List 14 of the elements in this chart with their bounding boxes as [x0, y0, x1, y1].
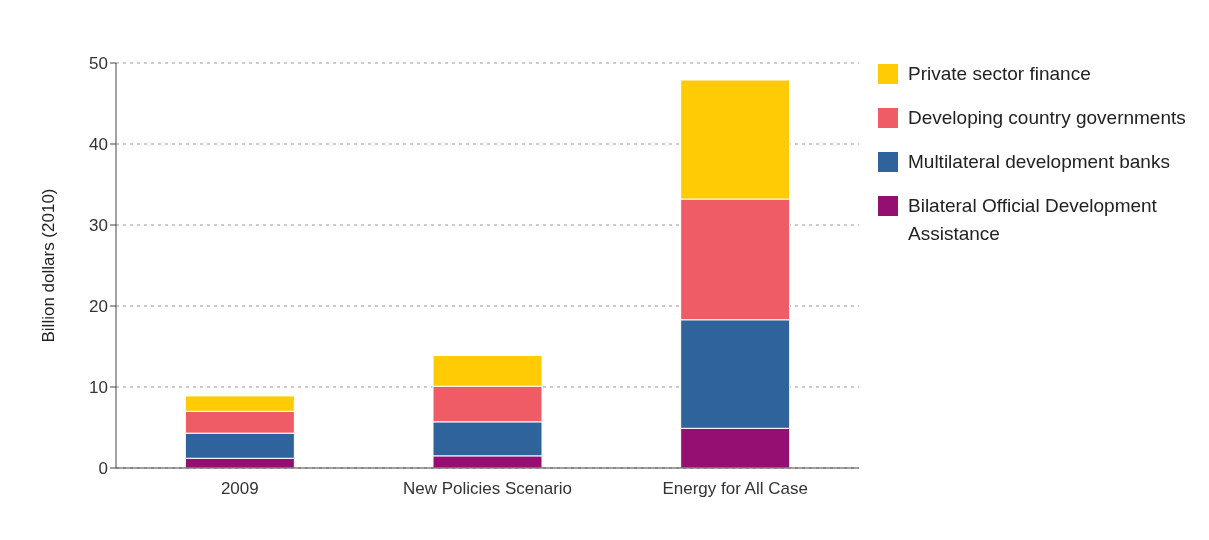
- y-tick-label: 40: [89, 135, 108, 155]
- x-tick-label: Energy for All Case: [662, 479, 808, 499]
- legend-label: Developing country governments: [908, 106, 1186, 130]
- legend-label: Bilateral Official Development Assistance: [908, 194, 1158, 246]
- y-tick-label: 10: [89, 378, 108, 398]
- y-tick-label: 50: [89, 54, 108, 74]
- y-tick-label: 30: [89, 216, 108, 236]
- y-axis-title: Billion dollars (2010): [39, 188, 59, 343]
- legend-label: Multilateral development banks: [908, 150, 1170, 174]
- x-tick-label: 2009: [220, 479, 259, 499]
- y-tick-label: 20: [89, 297, 108, 317]
- legend-label: Private sector finance: [908, 62, 1091, 86]
- y-tick-label: 0: [98, 459, 108, 479]
- x-tick-label: New Policies Scenario: [402, 479, 573, 499]
